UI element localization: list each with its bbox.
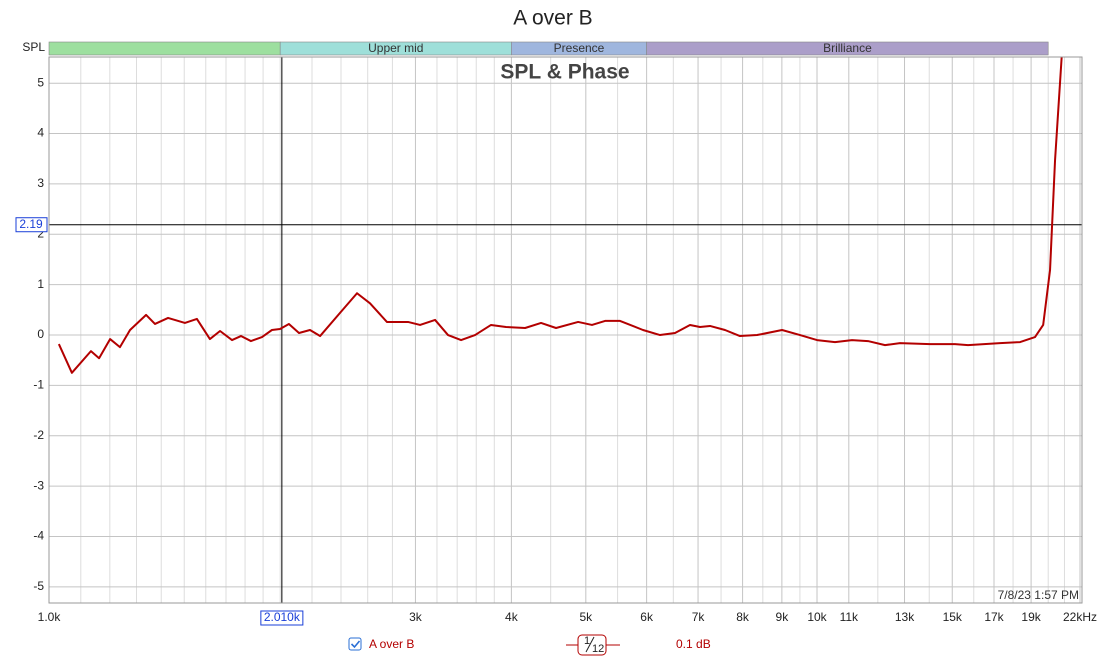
cursor-x-label: 2.010k	[264, 610, 301, 624]
y-tick-label: 4	[37, 126, 44, 140]
y-tick-label: -3	[33, 478, 44, 492]
band-label: Presence	[554, 41, 605, 55]
series-line	[57, 57, 1063, 374]
y-tick-label: 1	[37, 277, 44, 291]
plot-frame	[48, 56, 1083, 604]
series-clip	[57, 57, 1063, 374]
plot-title: SPL & Phase	[500, 61, 629, 84]
smoothing-button[interactable]	[577, 634, 607, 656]
x-tick-label: 6k	[640, 610, 654, 624]
x-tick-label: 5k	[579, 610, 593, 624]
band	[646, 41, 1049, 56]
x-tick-label: 1.0k	[38, 610, 62, 624]
x-tick-label: 9k	[776, 610, 790, 624]
y-tick-label: -1	[33, 378, 44, 392]
grid	[48, 57, 1082, 603]
band-label: Brilliance	[823, 41, 872, 55]
band-label: Upper mid	[368, 41, 423, 55]
y-tick-label: 0	[37, 327, 44, 341]
x-tick-label: 13k	[895, 610, 915, 624]
y-tick-label: -4	[33, 529, 44, 543]
y-tick-label: -2	[33, 428, 44, 442]
smoothing-denominator: 12	[592, 643, 604, 655]
cursor-y-box	[15, 217, 48, 233]
chart-title: A over B	[513, 7, 592, 30]
timestamp: 7/8/23 1:57 PM	[998, 588, 1079, 602]
band-axis-label: SPL	[22, 40, 45, 54]
x-tick-label: 15k	[943, 610, 963, 624]
cursor-y-label: 2.19	[19, 217, 43, 231]
y-tick-label: 2	[37, 226, 44, 240]
x-tick-label: 17k	[984, 610, 1004, 624]
x-tick-label: 3k	[409, 610, 423, 624]
band	[48, 41, 281, 56]
x-tick-label: 22kHz	[1063, 610, 1097, 624]
checkmark	[350, 640, 361, 649]
x-tick-label: 8k	[736, 610, 750, 624]
y-tick-label: -5	[33, 579, 44, 593]
resolution-label: 0.1 dB	[676, 637, 711, 651]
y-tick-label: 3	[37, 176, 44, 190]
x-tick-label: 10k	[807, 610, 827, 624]
legend-checkbox[interactable]	[348, 637, 362, 651]
x-tick-label: 7k	[692, 610, 706, 624]
x-tick-label: 4k	[505, 610, 519, 624]
x-tick-label: 19k	[1021, 610, 1041, 624]
y-tick-label: 5	[37, 75, 44, 89]
legend-label[interactable]: A over B	[369, 637, 414, 651]
x-tick-label: 11k	[840, 610, 859, 624]
fraction-slash	[585, 636, 595, 653]
smoothing-numerator: 1	[584, 635, 590, 647]
cursor-x-box	[260, 610, 304, 626]
